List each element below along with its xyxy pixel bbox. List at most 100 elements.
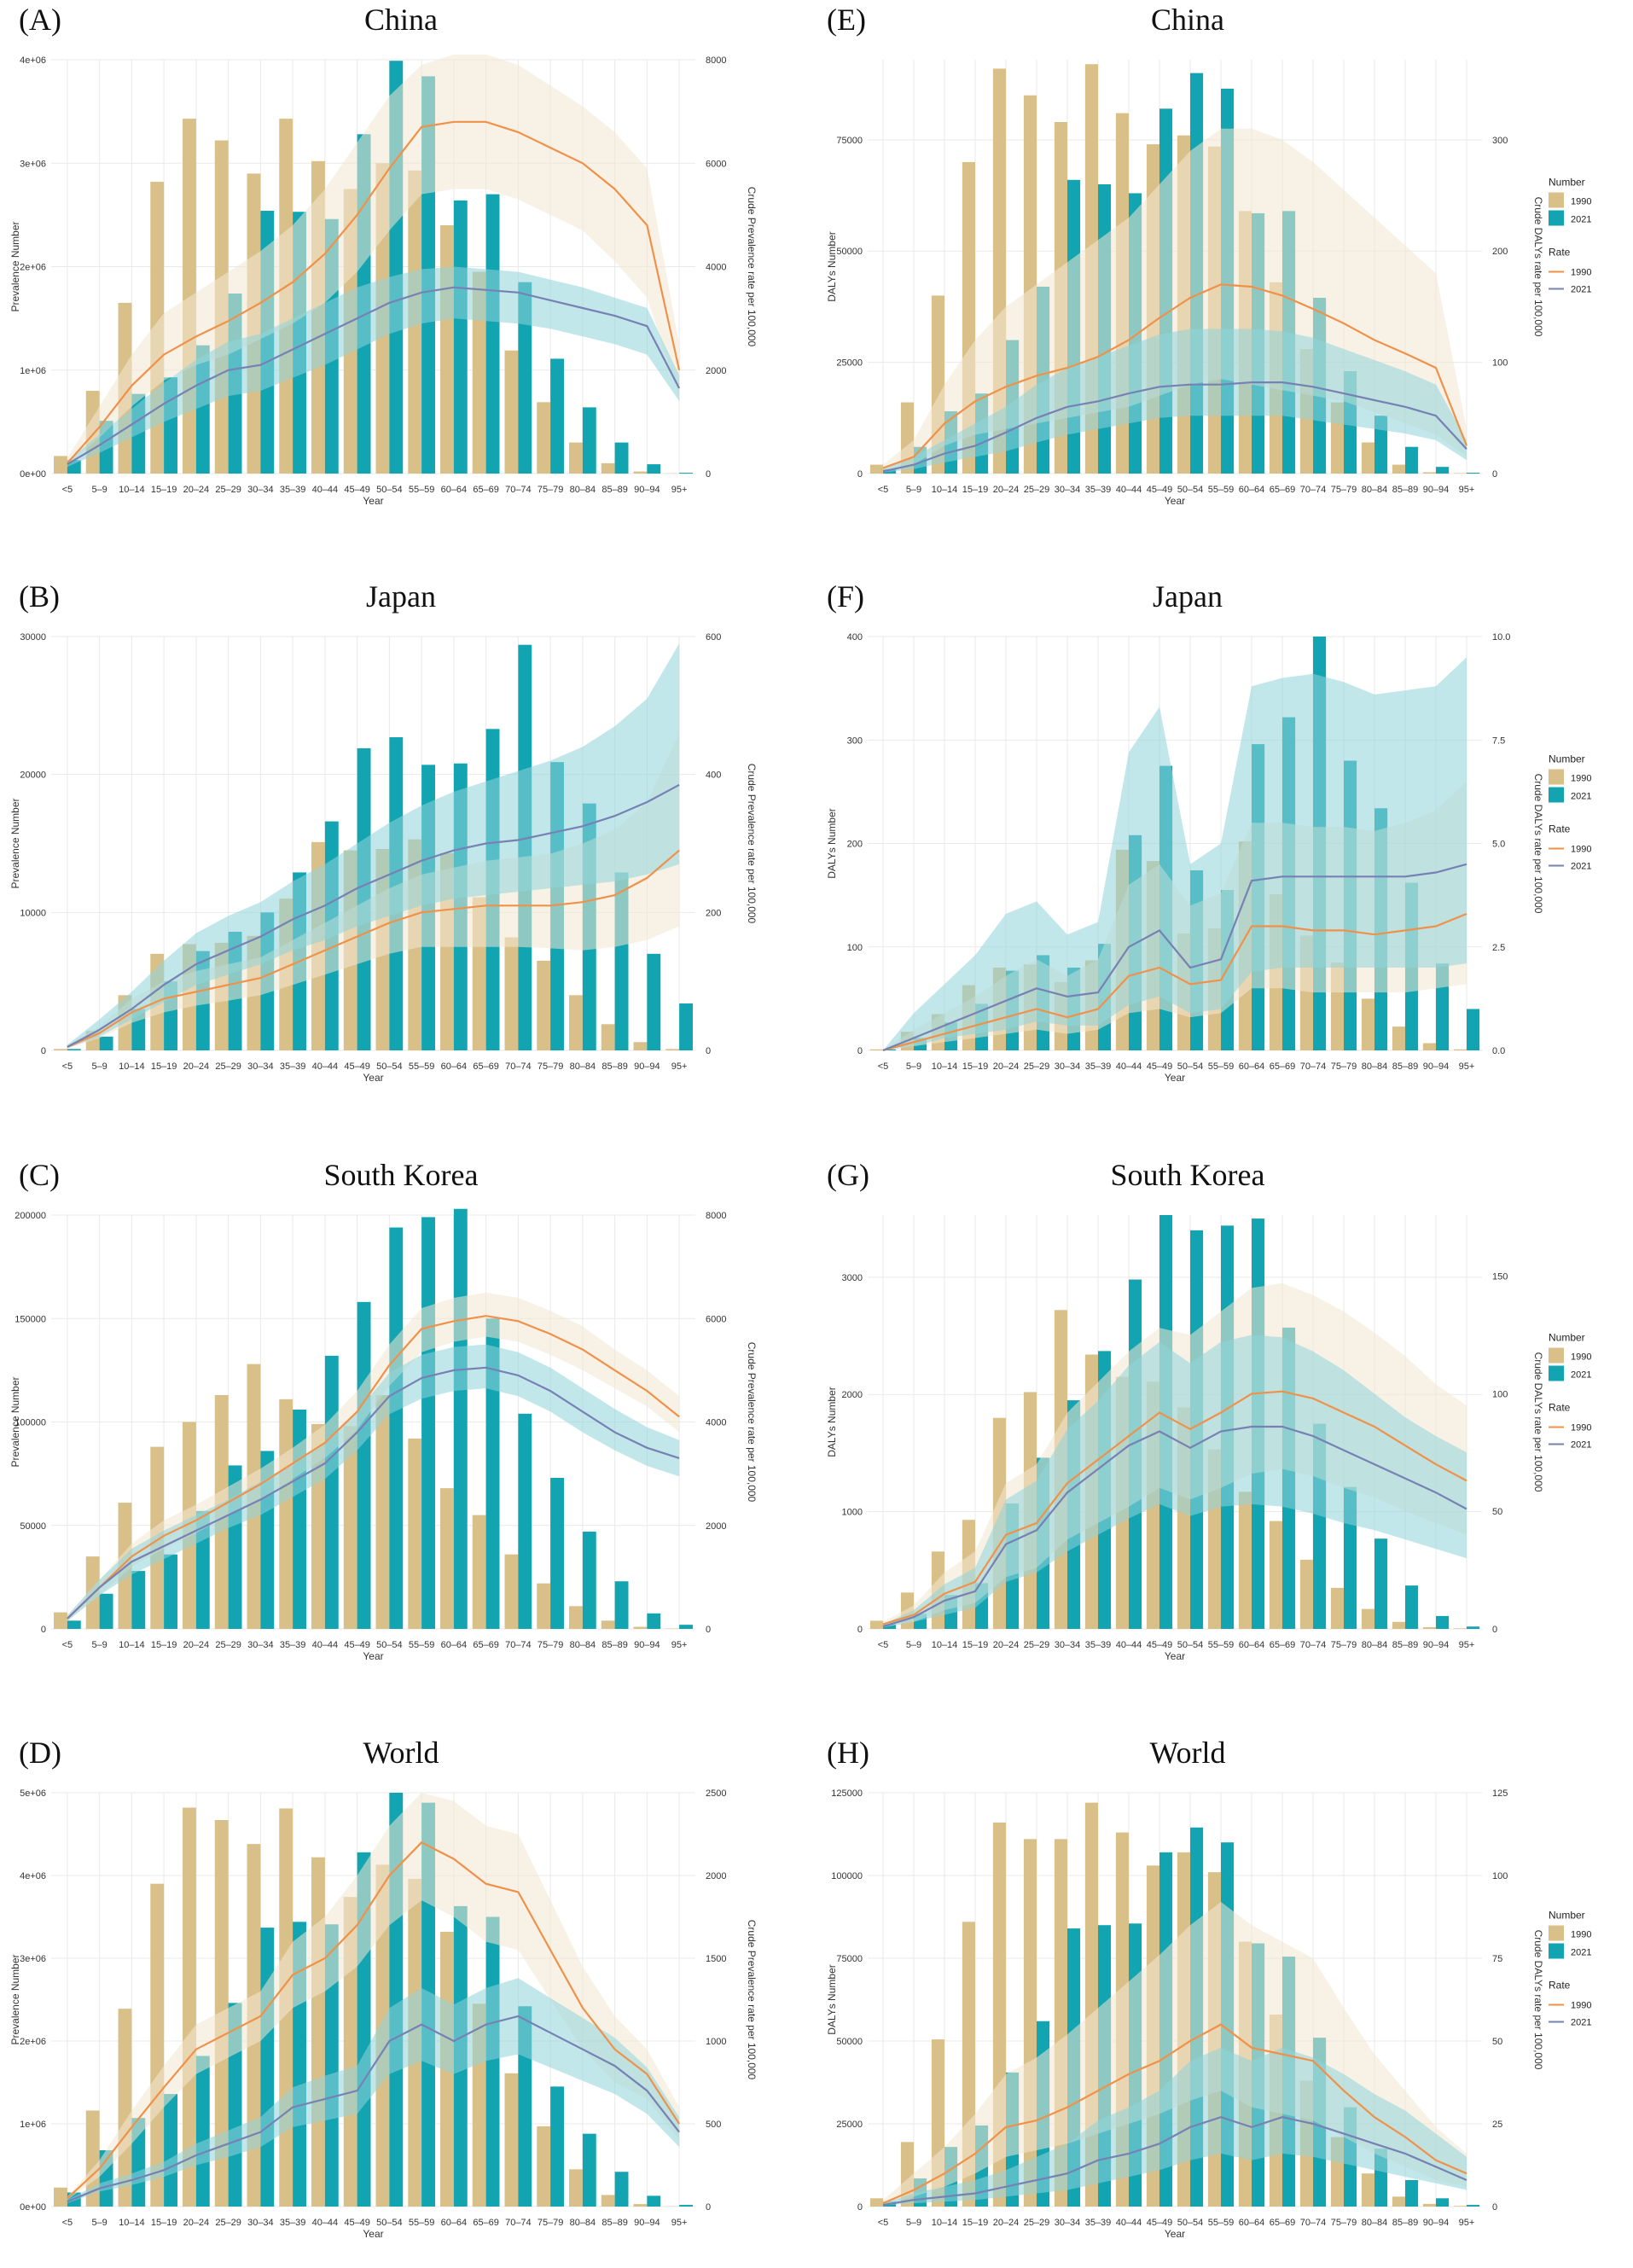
bar-1990 xyxy=(601,462,615,474)
rate-1990-line xyxy=(67,849,680,1049)
x-tick-label: 65–69 xyxy=(473,1640,499,1650)
y2-tick-label: 1000 xyxy=(706,2037,726,2047)
legend-label: 2021 xyxy=(1571,2018,1591,2028)
y-tick-label: 200000 xyxy=(15,1211,46,1221)
bar-1990 xyxy=(54,1612,67,1629)
legend-title-rate: Rate xyxy=(1549,1402,1571,1414)
y2-tick-label: 500 xyxy=(706,2120,721,2130)
y-tick-label: 75000 xyxy=(836,1954,863,1964)
bar-2021 xyxy=(421,1217,435,1629)
x-tick-label: 55–59 xyxy=(1208,2218,1235,2228)
bar-2021 xyxy=(679,473,693,474)
bar-2021 xyxy=(324,1355,339,1629)
legend-title-number: Number xyxy=(1549,753,1585,765)
y2-axis-title: Crude Prevalence rate per 100,000 xyxy=(746,187,758,347)
bar-2021 xyxy=(518,1413,532,1629)
y2-tick-label: 4000 xyxy=(706,263,726,273)
bar-1990 xyxy=(311,1857,325,2207)
y2-tick-label: 50 xyxy=(1492,2037,1502,2047)
x-tick-label: 40–44 xyxy=(1116,1061,1142,1072)
x-tick-label: 25–29 xyxy=(215,2218,241,2228)
bar-1990 xyxy=(869,1620,883,1629)
x-tick-label: 90–94 xyxy=(1423,1061,1450,1072)
legend-swatch-2021 xyxy=(1549,787,1564,803)
chart-panel-b: (B) Japan 0 10000 20000 30000 0 200 400 600 <5 5–… xyxy=(0,577,768,1106)
x-tick-label: 25–29 xyxy=(1024,2218,1050,2228)
y-tick-label: 4e+06 xyxy=(20,55,46,66)
x-tick-label: 50–54 xyxy=(1177,1640,1204,1650)
x-tick-label: 90–94 xyxy=(634,1061,660,1072)
y2-tick-label: 125 xyxy=(1492,1788,1508,1799)
x-tick-label: 50–54 xyxy=(376,2218,403,2228)
bar-1990 xyxy=(869,464,883,474)
y-tick-label: 30000 xyxy=(20,632,46,643)
x-tick-label: 15–19 xyxy=(151,1640,177,1650)
legend-label: 1990 xyxy=(1571,197,1591,207)
legend-label: 1990 xyxy=(1571,845,1591,855)
bar-2021 xyxy=(260,1928,275,2207)
x-tick-label: 80–84 xyxy=(1362,485,1388,495)
x-tick-label: 45–49 xyxy=(1147,1061,1173,1072)
y2-axis-title: Crude Prevalence rate per 100,000 xyxy=(746,1920,758,2080)
legend-label: 2021 xyxy=(1571,1370,1591,1381)
x-tick-label: 85–89 xyxy=(601,2218,628,2228)
x-tick-label: 65–69 xyxy=(1270,2218,1296,2228)
chart-svg: 0 25000 50000 75000 100000 125000 0 25 50 75 100 12… xyxy=(826,1788,1591,2240)
legend-label: 1990 xyxy=(1571,1423,1591,1433)
legend-swatch-2021 xyxy=(1549,210,1564,226)
x-tick-label: 30–34 xyxy=(1055,1640,1081,1650)
bar-1990 xyxy=(183,1807,196,2207)
bar-1990 xyxy=(1453,2206,1467,2207)
y-tick-label: 0 xyxy=(857,469,863,480)
bar-2021 xyxy=(582,1532,596,1629)
x-tick-label: 75–79 xyxy=(538,1061,564,1072)
panel-label: (E) xyxy=(827,3,866,37)
bar-2021 xyxy=(614,1581,629,1629)
x-tick-label: 75–79 xyxy=(1331,2218,1357,2228)
y2-tick-label: 0 xyxy=(706,1625,711,1635)
bar-1990 xyxy=(537,960,551,1050)
bar-1990 xyxy=(537,1583,551,1629)
x-tick-label: 95+ xyxy=(671,1061,688,1072)
bar-1990 xyxy=(1238,1492,1252,1629)
legend-label: 1990 xyxy=(1571,268,1591,278)
bar-1990 xyxy=(569,2169,583,2207)
uncertainty-band xyxy=(67,1793,680,2201)
bar-2021 xyxy=(389,1227,404,1629)
y-tick-label: 25000 xyxy=(836,2120,863,2130)
bar-1990 xyxy=(375,1394,390,1629)
x-tick-label: 55–59 xyxy=(409,1640,435,1650)
x-tick-label: 30–34 xyxy=(1055,2218,1081,2228)
bar-1990 xyxy=(601,1024,615,1050)
x-tick-label: 90–94 xyxy=(1423,485,1450,495)
y2-tick-label: 8000 xyxy=(706,55,726,66)
x-tick-label: <5 xyxy=(878,485,889,495)
bar-2021 xyxy=(550,1477,564,1629)
x-tick-label: 25–29 xyxy=(1024,1061,1050,1072)
y-tick-label: 2e+06 xyxy=(20,263,46,273)
bar-1990 xyxy=(1422,1043,1436,1050)
rate-2021-line xyxy=(67,286,681,466)
y2-tick-label: 2500 xyxy=(706,1788,726,1799)
y2-tick-label: 4000 xyxy=(706,1418,726,1428)
bar-1990 xyxy=(408,1438,422,1629)
rate-2021-line xyxy=(67,1366,680,1620)
rate-1990-line xyxy=(882,2023,1467,2205)
bar-1990 xyxy=(1392,464,1405,474)
chart-svg: 0 50000 100000 150000 200000 0 2000 4000 6000 800… xyxy=(9,1208,758,1662)
y-tick-label: 0e+00 xyxy=(20,2202,46,2213)
bar-2021 xyxy=(550,358,564,474)
y-tick-label: 3e+06 xyxy=(20,1954,46,1964)
y-axis-title: Prevalence Number xyxy=(9,798,21,888)
y-tick-label: 100000 xyxy=(15,1418,46,1428)
x-tick-label: 35–39 xyxy=(280,1061,306,1072)
x-tick-label: 80–84 xyxy=(1362,1061,1388,1072)
x-tick-label: 5–9 xyxy=(906,485,921,495)
y-tick-label: 100 xyxy=(847,943,863,953)
y2-tick-label: 100 xyxy=(1492,1871,1508,1881)
x-tick-label: 85–89 xyxy=(1392,2218,1419,2228)
x-tick-label: <5 xyxy=(62,1640,73,1650)
x-tick-label: 30–34 xyxy=(247,1640,274,1650)
x-tick-label: 70–74 xyxy=(1300,1061,1327,1072)
bar-2021 xyxy=(1467,1009,1480,1050)
